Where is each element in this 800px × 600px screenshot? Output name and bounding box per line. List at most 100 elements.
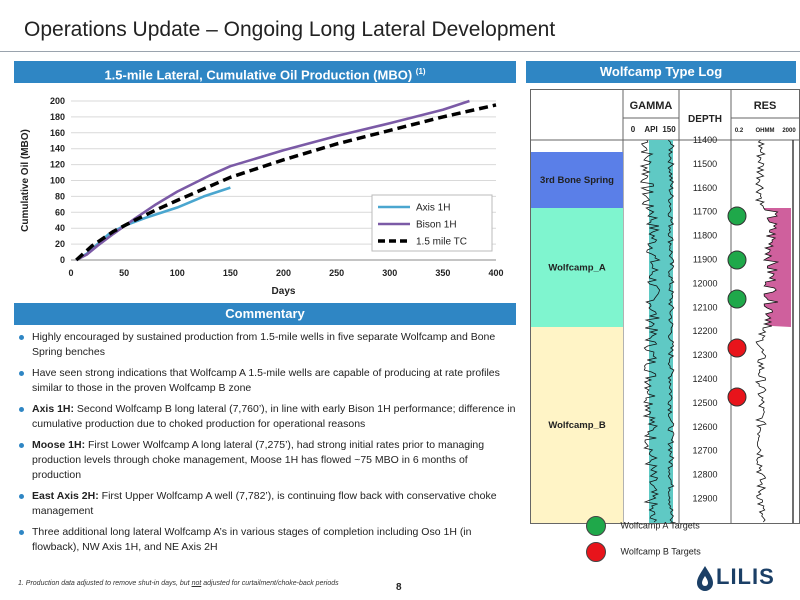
series-line xyxy=(75,103,497,262)
y-tick-label: 180 xyxy=(50,112,65,122)
x-tick-label: 50 xyxy=(119,268,129,278)
commentary-item-bold: Moose 1H: xyxy=(32,439,86,451)
depth-tick-label: 12500 xyxy=(692,398,717,408)
commentary-item-text: Three additional long lateral Wolfcamp A… xyxy=(32,526,472,553)
x-axis-label: Days xyxy=(272,286,296,297)
x-tick-label: 100 xyxy=(170,268,185,278)
zone-band xyxy=(531,208,623,327)
depth-label: DEPTH xyxy=(688,114,722,125)
res-fill xyxy=(763,208,791,327)
depth-tick-label: 11900 xyxy=(693,255,717,265)
depth-tick-label: 12100 xyxy=(692,302,717,312)
commentary-item-bold: Axis 1H: xyxy=(32,403,75,415)
footnote-underline: not xyxy=(191,580,202,587)
y-tick-label: 160 xyxy=(50,128,65,138)
depth-tick-label: 12200 xyxy=(692,326,717,336)
typelog-header: Wolfcamp Type Log xyxy=(526,61,796,83)
zone-band xyxy=(531,152,623,208)
chart-header: 1.5-mile Lateral, Cumulative Oil Product… xyxy=(14,61,516,83)
footnote-pre: 1. Production data adjusted to remove sh… xyxy=(18,580,192,587)
chart-header-text: 1.5-mile Lateral, Cumulative Oil Product… xyxy=(104,67,413,83)
depth-tick-label: 11800 xyxy=(693,231,717,241)
legend-label: Bison 1H xyxy=(416,220,457,231)
series-line xyxy=(75,99,470,262)
x-tick-label: 250 xyxy=(329,268,344,278)
depth-tick-label: 11400 xyxy=(693,135,717,145)
commentary-item-text: Highly encouraged by sustained productio… xyxy=(32,331,496,358)
x-tick-label: 300 xyxy=(382,268,397,278)
res-curve xyxy=(754,139,780,523)
production-chart: 0 20 40 60 80 100 120 140 160 180 200 0 50 100 150 200 2… xyxy=(20,96,504,297)
depth-tick-label: 11700 xyxy=(693,207,717,217)
wolfcamp-type-log: GAMMA 0 API 150 DEPTH RES 0.2 OHMM 2000 3rd Bone … xyxy=(530,89,800,524)
zone-label: Wolfcamp_B xyxy=(548,420,606,431)
red-dot-icon xyxy=(586,542,606,562)
y-tick-label: 100 xyxy=(50,176,65,186)
gamma-curve-right xyxy=(667,139,675,523)
api-label: API xyxy=(644,125,657,134)
legend-label: Axis 1H xyxy=(416,203,450,214)
wolfcamp-a-target-dot xyxy=(727,250,747,270)
x-tick-label: 400 xyxy=(488,268,503,278)
commentary-header: Commentary xyxy=(14,303,516,325)
api-max: 150 xyxy=(662,125,676,134)
x-tick-label: 200 xyxy=(276,268,291,278)
legend-label: Wolfcamp B Targets xyxy=(620,546,701,557)
footnote: 1. Production data adjusted to remove sh… xyxy=(18,580,339,587)
y-tick-label: 0 xyxy=(60,255,65,265)
page-number: 8 xyxy=(396,582,402,593)
zone-band xyxy=(531,327,623,523)
x-tick-label: 350 xyxy=(435,268,450,278)
gamma-curve xyxy=(639,139,661,523)
commentary-list: Highly encouraged by sustained productio… xyxy=(18,330,518,561)
res-unit: OHMM xyxy=(756,128,775,134)
y-tick-label: 140 xyxy=(50,144,65,154)
depth-tick-label: 12900 xyxy=(692,494,717,504)
legend-label: 1.5 mile TC xyxy=(416,237,467,248)
commentary-item-text: First Upper Wolfcamp A well (7,782’), is… xyxy=(32,490,497,517)
api-min: 0 xyxy=(631,125,636,134)
title-divider xyxy=(0,51,800,52)
y-tick-label: 200 xyxy=(50,96,65,106)
legend-item-wolfcamp-b: Wolfcamp B Targets xyxy=(586,542,701,562)
commentary-item: Axis 1H: Second Wolfcamp B long lateral … xyxy=(18,402,518,432)
zone-label: Wolfcamp_A xyxy=(548,263,606,274)
wolfcamp-b-target-dot xyxy=(727,338,747,358)
drop-logo-icon xyxy=(697,566,713,591)
depth-tick-label: 11600 xyxy=(693,183,717,193)
lilis-logo: LILIS xyxy=(694,562,794,592)
y-tick-label: 120 xyxy=(50,160,65,170)
depth-tick-label: 12300 xyxy=(692,350,717,360)
x-tick-label: 150 xyxy=(223,268,238,278)
depth-tick-label: 12700 xyxy=(692,446,717,456)
commentary-item: Moose 1H: First Lower Wolfcamp A long la… xyxy=(18,438,518,483)
commentary-item: Three additional long lateral Wolfcamp A… xyxy=(18,525,518,555)
y-tick-label: 40 xyxy=(55,223,65,233)
depth-tick-label: 12000 xyxy=(692,278,717,288)
commentary-item-text: First Lower Wolfcamp A long lateral (7,2… xyxy=(32,439,485,481)
y-tick-label: 80 xyxy=(55,191,65,201)
wolfcamp-b-target-dot xyxy=(727,387,747,407)
y-tick-label: 60 xyxy=(55,207,65,217)
depth-tick-label: 12800 xyxy=(692,470,717,480)
depth-tick-label: 12600 xyxy=(692,422,717,432)
gamma-label: GAMMA xyxy=(630,100,673,112)
commentary-item-text: Have seen strong indications that Wolfca… xyxy=(32,367,500,394)
commentary-item-bold: East Axis 2H: xyxy=(32,490,99,502)
legend-label: Wolfcamp A Targets xyxy=(620,520,700,531)
commentary-item: Highly encouraged by sustained productio… xyxy=(18,330,518,360)
depth-tick-label: 11500 xyxy=(693,159,717,169)
x-tick-label: 0 xyxy=(68,268,73,278)
y-axis-label: Cumulative Oil (MBO) xyxy=(20,129,31,232)
green-dot-icon xyxy=(586,516,606,536)
res-label: RES xyxy=(754,100,777,112)
chart-header-footnote-ref: (1) xyxy=(415,67,426,76)
commentary-item: East Axis 2H: First Upper Wolfcamp A wel… xyxy=(18,489,518,519)
series-line xyxy=(75,186,231,262)
res-min: 0.2 xyxy=(735,128,744,134)
wolfcamp-a-target-dot xyxy=(727,289,747,309)
page-title: Operations Update – Ongoing Long Lateral… xyxy=(24,18,556,41)
zone-label: 3rd Bone Spring xyxy=(540,175,614,186)
log-header-bg xyxy=(531,90,799,140)
footnote-post: adjusted for curtailment/choke-back peri… xyxy=(201,580,339,587)
